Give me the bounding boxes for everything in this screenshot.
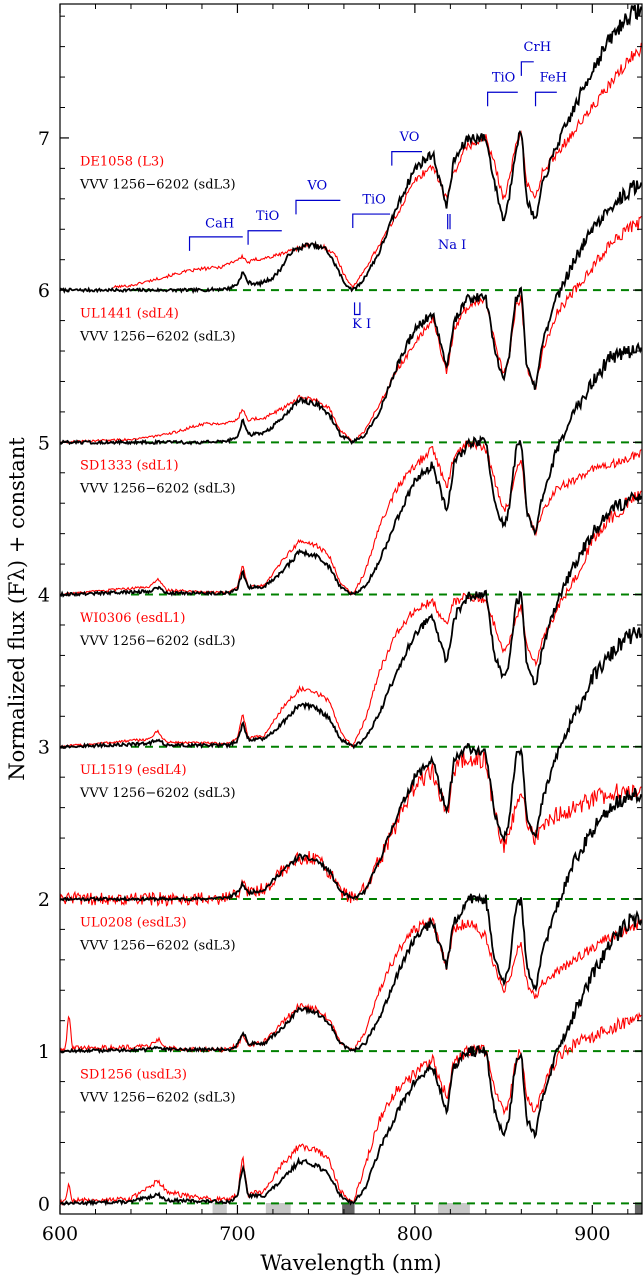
feature-bracket bbox=[295, 199, 341, 215]
target-label: VVV 1256−6202 (sdL3) bbox=[79, 177, 236, 192]
target-spectrum-4 bbox=[59, 341, 643, 598]
feature-bracket bbox=[391, 151, 422, 166]
target-spectrum-2 bbox=[59, 627, 643, 903]
target-label: VVV 1256−6202 (sdL3) bbox=[79, 1091, 236, 1106]
comparison-label: SD1333 (sdL1) bbox=[80, 459, 179, 474]
target-label: VVV 1256−6202 (sdL3) bbox=[79, 786, 236, 801]
telluric-bands bbox=[212, 1203, 642, 1214]
target-label: VVV 1256−6202 (sdL3) bbox=[79, 938, 236, 953]
baselines bbox=[130, 289, 642, 1205]
target-label: VVV 1256−6202 (sdL3) bbox=[79, 330, 236, 345]
telluric-band bbox=[634, 1203, 642, 1214]
feature-label: FeH bbox=[540, 71, 567, 86]
feature-label: TiO bbox=[362, 192, 386, 207]
feature-annotations: CaH TiO VO TiO K I VO Na I TiO CrH FeH bbox=[188, 40, 567, 332]
y-ticks: 0 1 2 3 4 5 6 7 bbox=[38, 15, 642, 1215]
panel-labels: DE1058 (L3) VVV 1256−6202 (sdL3) UL1441 (s… bbox=[79, 154, 236, 1105]
feature-bracket bbox=[188, 236, 243, 251]
feature-label: TiO bbox=[492, 71, 516, 86]
comparison-label: SD1256 (usdL3) bbox=[80, 1068, 187, 1083]
na-i-marker bbox=[447, 214, 451, 230]
feature-label: CrH bbox=[524, 40, 552, 55]
target-spectrum-1 bbox=[59, 787, 643, 1055]
x-axis-label: Wavelength (nm) bbox=[260, 1251, 441, 1275]
comparison-spectrum-0 bbox=[59, 1011, 642, 1206]
x-tick-label: 600 bbox=[42, 1223, 78, 1245]
feature-label: K I bbox=[352, 317, 371, 332]
x-tick-label: 900 bbox=[574, 1223, 610, 1245]
comparison-spectrum-6 bbox=[113, 42, 642, 290]
y-tick-label: 4 bbox=[38, 585, 50, 607]
telluric-band bbox=[212, 1203, 227, 1214]
comparison-label: DE1058 (L3) bbox=[80, 154, 164, 169]
target-label: VVV 1256−6202 (sdL3) bbox=[79, 482, 236, 497]
comparison-spectrum-1 bbox=[59, 916, 642, 1054]
feature-bracket bbox=[352, 213, 391, 229]
k-i-marker bbox=[353, 302, 361, 316]
feature-bracket bbox=[247, 230, 282, 245]
target-spectrum-0 bbox=[59, 909, 643, 1207]
x-tick-label: 800 bbox=[397, 1223, 433, 1245]
y-tick-label: 5 bbox=[38, 432, 50, 454]
target-spectrum-5 bbox=[59, 180, 643, 446]
x-tick-label: 700 bbox=[219, 1223, 255, 1245]
target-spectrum-3 bbox=[59, 491, 643, 750]
feature-bracket bbox=[534, 91, 557, 107]
plot-frame bbox=[59, 3, 643, 1215]
y-tick-label: 3 bbox=[38, 737, 50, 759]
telluric-band bbox=[437, 1203, 470, 1214]
feature-label: VO bbox=[399, 130, 420, 145]
feature-bracket bbox=[520, 61, 534, 76]
feature-label: Na I bbox=[438, 238, 466, 253]
target-spectra bbox=[59, 4, 643, 1207]
y-tick-label: 0 bbox=[38, 1193, 50, 1215]
y-tick-label: 2 bbox=[38, 889, 50, 911]
telluric-band bbox=[265, 1203, 291, 1214]
comparison-spectrum-4 bbox=[59, 439, 642, 597]
comparison-label: UL0208 (esdL3) bbox=[80, 915, 187, 930]
comparison-label: UL1519 (esdL4) bbox=[80, 763, 187, 778]
y-tick-label: 6 bbox=[38, 280, 50, 302]
comparison-spectrum-5 bbox=[59, 215, 642, 444]
comparison-label: WI0306 (esdL1) bbox=[80, 611, 185, 626]
y-axis-label: Normalized flux (Fλ) + constant bbox=[5, 437, 29, 781]
target-spectrum-6 bbox=[59, 4, 643, 295]
target-label: VVV 1256−6202 (sdL3) bbox=[79, 634, 236, 649]
feature-label: CaH bbox=[205, 217, 234, 232]
y-tick-label: 1 bbox=[38, 1041, 50, 1063]
telluric-band bbox=[342, 1203, 355, 1214]
feature-label: VO bbox=[306, 179, 327, 194]
feature-bracket bbox=[487, 91, 518, 107]
feature-label: TiO bbox=[256, 209, 280, 224]
x-ticks: 600 700 800 900 bbox=[42, 4, 629, 1245]
y-tick-label: 7 bbox=[38, 128, 50, 150]
comparison-label: UL1441 (sdL4) bbox=[80, 307, 179, 322]
